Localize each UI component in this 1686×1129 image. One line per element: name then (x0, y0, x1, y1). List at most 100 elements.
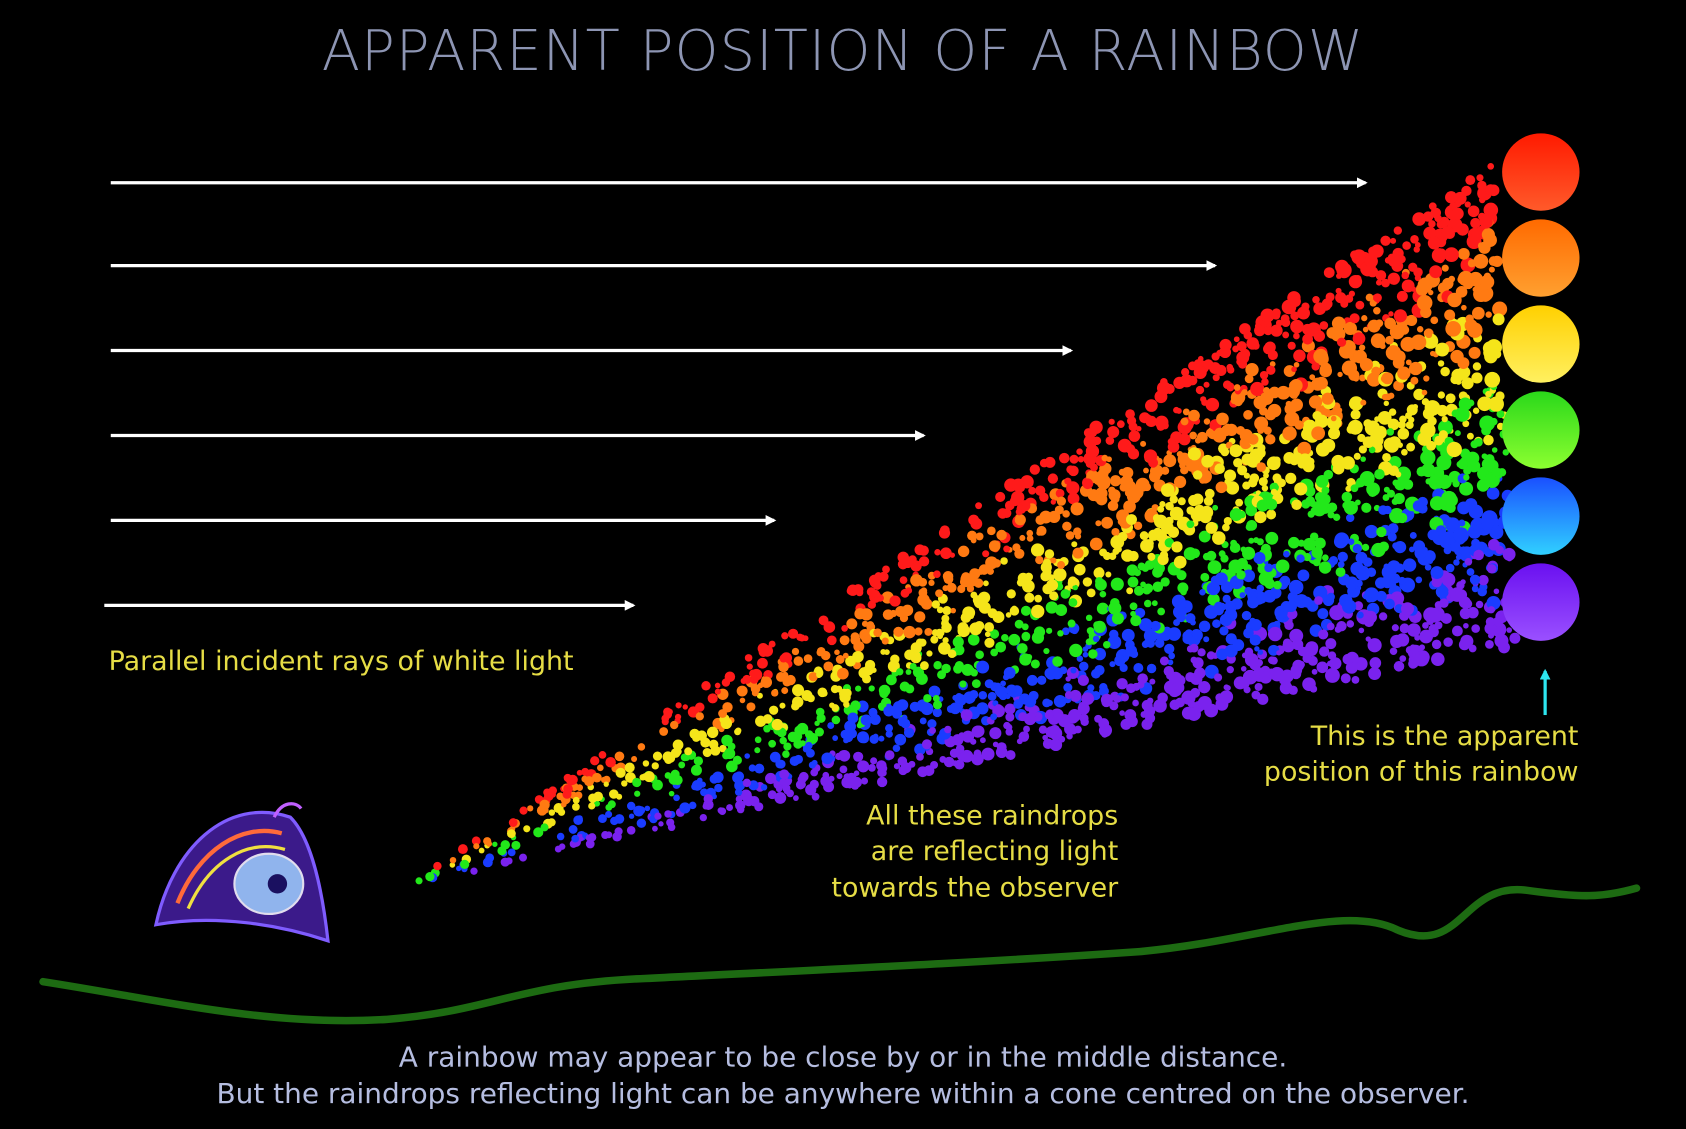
raindrop (1343, 321, 1357, 336)
raindrop (755, 715, 767, 727)
raindrop (919, 717, 927, 725)
raindrop (1160, 577, 1170, 587)
raindrop (449, 862, 456, 868)
raindrop (1000, 680, 1007, 687)
raindrop (1479, 290, 1492, 302)
raindrop (1036, 529, 1043, 536)
raindrop (1486, 486, 1500, 500)
raindrop (1452, 625, 1463, 637)
raindrop (1242, 546, 1256, 560)
raindrop (1431, 652, 1445, 667)
raindrop (798, 771, 809, 782)
raindrop (736, 685, 748, 697)
raindrop (1246, 337, 1259, 350)
raindrop (742, 674, 752, 684)
raindrop (903, 625, 916, 639)
raindrop (1224, 608, 1238, 622)
raindrop (885, 724, 893, 733)
raindrop (1243, 675, 1252, 685)
raindrop (1335, 259, 1349, 274)
raindrop (1437, 360, 1445, 367)
raindrop (771, 689, 779, 697)
raindrop (1224, 423, 1231, 430)
raindrop (982, 550, 990, 558)
raindrop (1387, 418, 1400, 431)
raindrop (896, 668, 904, 676)
raindrop (1466, 568, 1475, 576)
raindrop (637, 806, 646, 815)
raindrop (843, 701, 850, 708)
raindrop (936, 606, 944, 614)
raindrop (1361, 543, 1370, 552)
raindrop (1315, 498, 1329, 511)
raindrop (1005, 612, 1012, 618)
raindrop (873, 578, 880, 584)
raindrop (1089, 537, 1103, 551)
raindrop (1436, 478, 1445, 488)
raindrop (1101, 516, 1113, 529)
raindrop (492, 841, 498, 847)
raindrop (795, 779, 806, 790)
raindrop (1402, 558, 1417, 572)
raindrop (1458, 639, 1471, 651)
raindrop (1428, 624, 1439, 634)
raindrop (739, 697, 746, 704)
raindrop (1471, 585, 1479, 593)
raindrop (1352, 332, 1366, 345)
raindrop (1164, 643, 1175, 655)
raindrop (894, 733, 907, 746)
raindrop (1003, 721, 1011, 730)
raindrop (796, 722, 809, 735)
raindrop (856, 731, 870, 744)
raindrop (1038, 725, 1048, 734)
raindrop (425, 872, 435, 882)
raindrop (1285, 600, 1297, 613)
raindrop (1132, 699, 1139, 707)
raindrop (1319, 364, 1333, 378)
raindrop (1393, 661, 1405, 672)
raindrop (920, 598, 933, 610)
raindrop (836, 773, 843, 780)
raindrop (1463, 474, 1470, 481)
raindrop (1293, 362, 1300, 368)
raindrop (1073, 563, 1086, 576)
raindrop (1492, 301, 1508, 317)
raindrop (970, 669, 978, 677)
caption-line: A rainbow may appear to be close by or i… (399, 1041, 1287, 1074)
raindrop (1099, 590, 1107, 598)
raindrop (969, 622, 983, 636)
raindrop (693, 756, 704, 766)
raindrop (1085, 638, 1093, 646)
raindrop (449, 856, 457, 864)
raindrop (938, 527, 951, 539)
raindrop (696, 777, 703, 784)
raindrop (1042, 738, 1054, 750)
raindrop (930, 635, 939, 644)
raindrop (855, 685, 862, 692)
raindrop (1222, 523, 1230, 532)
raindrop (1150, 620, 1161, 632)
raindrop (473, 843, 480, 850)
raindrop (1315, 414, 1329, 428)
raindrop (1345, 513, 1355, 523)
raindrop (554, 845, 562, 853)
raindrop (1133, 585, 1144, 596)
raindrop (816, 671, 823, 678)
raindrop (970, 537, 977, 544)
raindrop (1236, 358, 1243, 366)
raindrop (1313, 302, 1326, 316)
raindrop (1133, 662, 1144, 673)
raindrop (760, 784, 768, 791)
raindrop (550, 791, 556, 798)
raindrop (1195, 385, 1205, 395)
raindrop (614, 751, 625, 762)
raindrop (1085, 614, 1093, 622)
raindrop (678, 761, 686, 769)
raindrop (1288, 685, 1298, 695)
raindrop (1421, 463, 1436, 478)
raindrop (878, 735, 885, 742)
raindrop (1359, 357, 1373, 372)
raindrop (976, 660, 990, 674)
raindrop (1337, 560, 1345, 568)
raindrop (1086, 627, 1095, 635)
